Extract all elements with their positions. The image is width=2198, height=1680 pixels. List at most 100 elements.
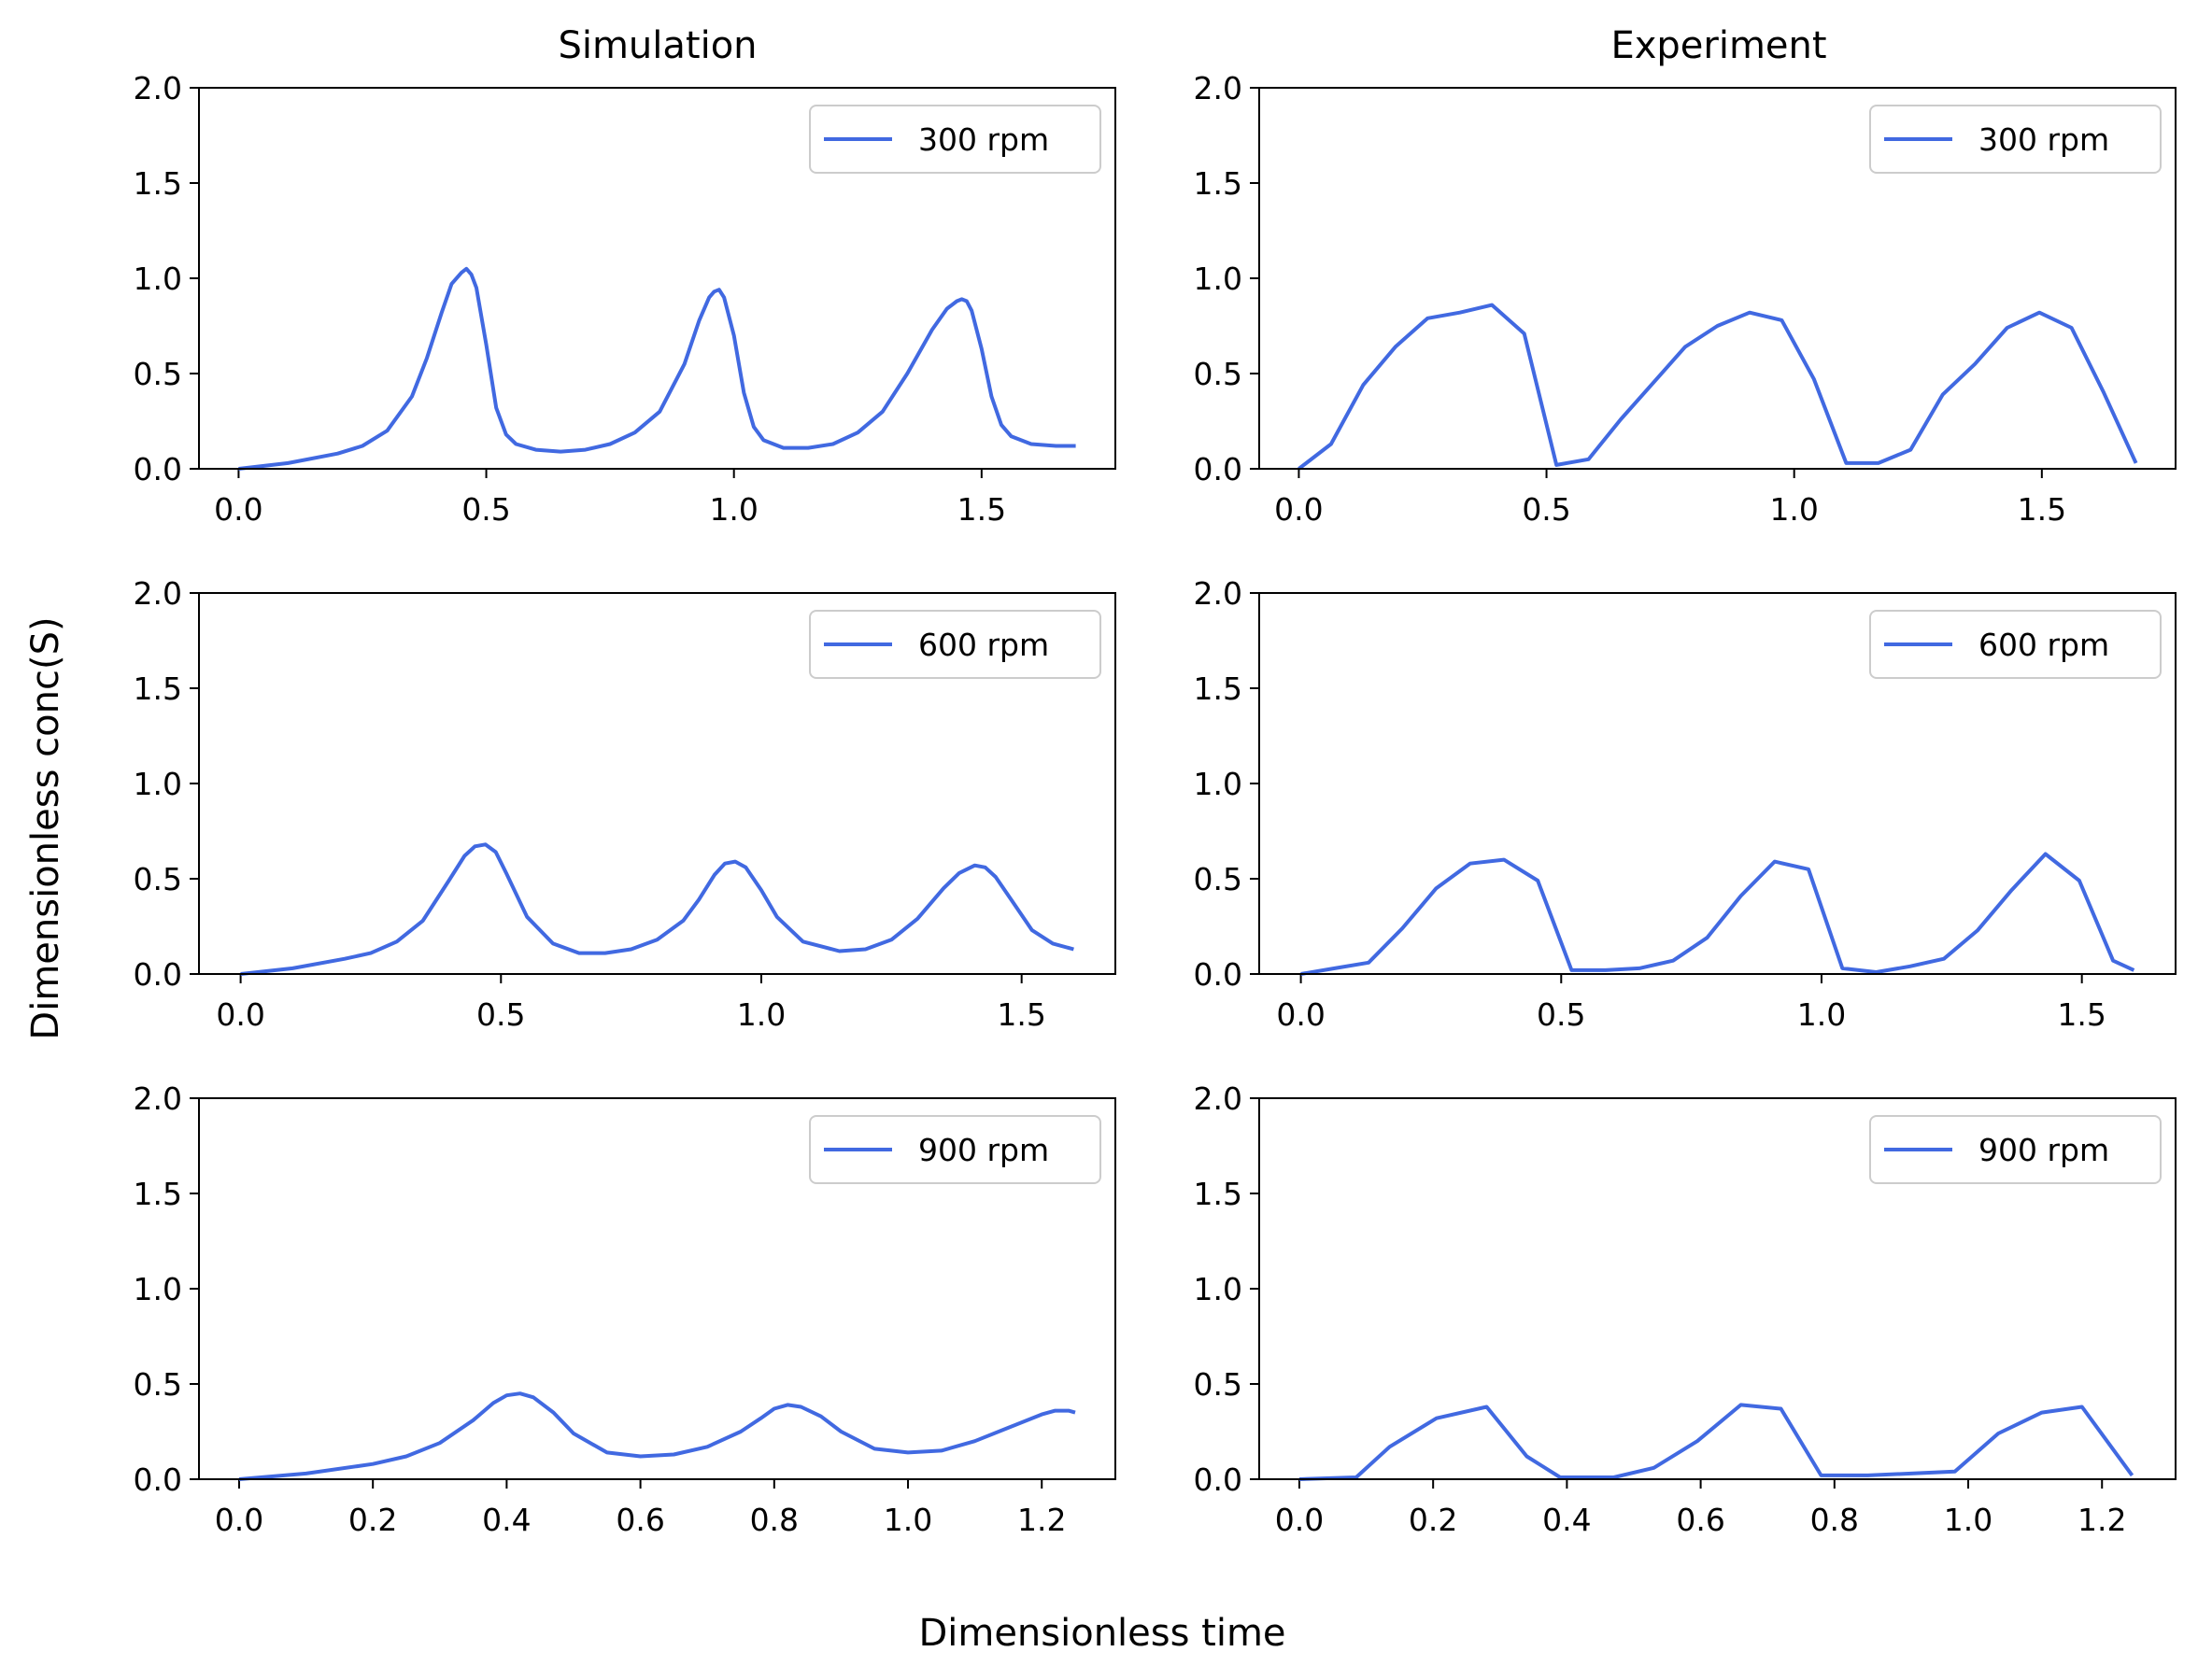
x-tick-label: 0.0 bbox=[1276, 996, 1325, 1033]
y-tick-label: 1.5 bbox=[1194, 671, 1242, 707]
panel-experiment-600: 0.0 0.5 1.0 1.5 2.0 0.0 0.5 1.0 1.5 600 rpm bbox=[1194, 575, 2177, 1033]
panel-simulation-300: 0.0 0.5 1.0 1.5 2.0 0.0 0.5 1.0 1.5 300 rpm bbox=[134, 70, 1116, 528]
series-line-300-rpm bbox=[1298, 303, 2138, 471]
x-tick-label: 1.2 bbox=[1017, 1502, 1066, 1538]
y-tick-label: 1.0 bbox=[1194, 1271, 1242, 1307]
axes-frame bbox=[1258, 592, 2177, 975]
x-tick-label: 0.0 bbox=[216, 996, 264, 1033]
y-tick-label: 1.0 bbox=[134, 261, 182, 297]
legend: 600 rpm bbox=[1869, 610, 2162, 679]
y-tick-label: 1.5 bbox=[134, 1176, 182, 1212]
y-tick-label: 0.5 bbox=[1194, 1366, 1242, 1403]
x-tick-label: 0.0 bbox=[1275, 1502, 1324, 1538]
x-tick-label: 0.4 bbox=[1542, 1502, 1591, 1538]
x-tick-label: 0.0 bbox=[1274, 491, 1323, 528]
y-tick-label: 0.0 bbox=[1194, 956, 1242, 993]
y-tick-label: 0.5 bbox=[1194, 356, 1242, 392]
legend-box bbox=[809, 1115, 1101, 1184]
series-line-900-rpm bbox=[1298, 1403, 2134, 1481]
x-tick-label: 0.0 bbox=[214, 491, 262, 528]
panel-simulation-600: 0.0 0.5 1.0 1.5 2.0 0.0 0.5 1.0 1.5 600 rpm bbox=[134, 575, 1116, 1033]
panel-experiment-900: 0.0 0.5 1.0 1.5 2.0 0.0 0.2 0.4 0.6 0.8 1.0 1.2 900 … bbox=[1194, 1080, 2177, 1538]
y-tick-label: 2.0 bbox=[134, 575, 182, 612]
x-tick-label: 1.5 bbox=[957, 491, 1006, 528]
legend-label: 600 rpm bbox=[918, 627, 1049, 663]
x-tick-label: 1.5 bbox=[997, 996, 1045, 1033]
figure-xlabel: Dimensionless time bbox=[918, 1612, 1285, 1655]
legend-box bbox=[1869, 105, 2162, 174]
legend-box bbox=[809, 105, 1101, 174]
x-tick-label: 0.5 bbox=[1522, 491, 1570, 528]
y-tick-label: 0.5 bbox=[134, 1366, 182, 1403]
legend-label: 600 rpm bbox=[1978, 627, 2109, 663]
x-tick-label: 0.8 bbox=[750, 1502, 799, 1538]
x-tick-label: 0.2 bbox=[1409, 1502, 1457, 1538]
axes-frame bbox=[1258, 87, 2177, 470]
y-tick-label: 1.5 bbox=[1194, 1176, 1242, 1212]
series-line-900-rpm bbox=[238, 1391, 1076, 1481]
legend: 300 rpm bbox=[809, 105, 1101, 174]
axes-frame bbox=[198, 87, 1116, 470]
y-tick-label: 0.0 bbox=[1194, 1461, 1242, 1498]
y-tick-label: 2.0 bbox=[134, 70, 182, 106]
x-tick-label: 1.0 bbox=[1944, 1502, 1992, 1538]
y-tick-label: 1.0 bbox=[134, 1271, 182, 1307]
y-tick-label: 0.5 bbox=[134, 356, 182, 392]
series-line-600-rpm bbox=[240, 842, 1074, 976]
y-tick-label: 1.5 bbox=[134, 671, 182, 707]
legend-box bbox=[809, 610, 1101, 679]
x-tick-label: 1.0 bbox=[1797, 996, 1846, 1033]
legend-label: 900 rpm bbox=[1978, 1132, 2109, 1168]
axes-frame bbox=[198, 592, 1116, 975]
legend-label: 300 rpm bbox=[918, 121, 1049, 158]
x-tick-label: 1.0 bbox=[884, 1502, 932, 1538]
y-tick-label: 2.0 bbox=[1194, 575, 1242, 612]
legend-box bbox=[1869, 610, 2162, 679]
y-tick-label: 2.0 bbox=[1194, 1080, 1242, 1117]
x-tick-label: 1.2 bbox=[2077, 1502, 2126, 1538]
axes-frame bbox=[198, 1097, 1116, 1480]
y-tick-label: 0.5 bbox=[1194, 861, 1242, 897]
y-tick-label: 1.0 bbox=[1194, 261, 1242, 297]
panel-experiment-300: 0.0 0.5 1.0 1.5 2.0 0.0 0.5 1.0 1.5 300 rpm bbox=[1194, 70, 2177, 528]
x-tick-label: 0.4 bbox=[482, 1502, 531, 1538]
y-tick-label: 0.0 bbox=[134, 956, 182, 993]
x-tick-label: 0.2 bbox=[348, 1502, 397, 1538]
x-tick-label: 0.8 bbox=[1810, 1502, 1859, 1538]
y-tick-label: 2.0 bbox=[134, 1080, 182, 1117]
y-tick-label: 1.0 bbox=[1194, 766, 1242, 802]
y-tick-label: 1.5 bbox=[134, 165, 182, 202]
x-tick-label: 0.5 bbox=[461, 491, 510, 528]
x-tick-label: 1.0 bbox=[709, 491, 758, 528]
y-tick-label: 0.0 bbox=[1194, 451, 1242, 487]
x-tick-label: 0.5 bbox=[476, 996, 525, 1033]
x-tick-label: 0.6 bbox=[1676, 1502, 1724, 1538]
legend: 600 rpm bbox=[809, 610, 1101, 679]
x-tick-label: 0.0 bbox=[215, 1502, 263, 1538]
y-tick-label: 0.0 bbox=[134, 1461, 182, 1498]
column-title-simulation: Simulation bbox=[558, 24, 757, 67]
x-tick-label: 1.5 bbox=[2018, 491, 2066, 528]
panel-simulation-900: 0.0 0.5 1.0 1.5 2.0 0.0 0.2 0.4 0.6 0.8 1.0 1.2 900 … bbox=[134, 1080, 1116, 1538]
legend-label: 300 rpm bbox=[1978, 121, 2109, 158]
y-tick-label: 1.5 bbox=[1194, 165, 1242, 202]
figure-ylabel: Dimensionless conc(S) bbox=[24, 616, 67, 1039]
y-tick-label: 1.0 bbox=[134, 766, 182, 802]
y-tick-label: 2.0 bbox=[1194, 70, 1242, 106]
legend: 900 rpm bbox=[809, 1115, 1101, 1184]
x-tick-label: 0.5 bbox=[1537, 996, 1585, 1033]
legend-label: 900 rpm bbox=[918, 1132, 1049, 1168]
legend-box bbox=[1869, 1115, 2162, 1184]
column-title-experiment: Experiment bbox=[1610, 24, 1826, 67]
x-tick-label: 1.0 bbox=[1769, 491, 1818, 528]
panels: 0.0 0.5 1.0 1.5 2.0 0.0 0.5 1.0 1.5 300 rpm 0.0 0.5… bbox=[134, 70, 2177, 1538]
axes-frame bbox=[1258, 1097, 2177, 1480]
legend: 900 rpm bbox=[1869, 1115, 2162, 1184]
legend: 300 rpm bbox=[1869, 105, 2162, 174]
series-line-600-rpm bbox=[1300, 852, 2135, 976]
x-tick-label: 0.6 bbox=[616, 1502, 664, 1538]
x-tick-label: 1.5 bbox=[2057, 996, 2106, 1033]
x-tick-label: 1.0 bbox=[737, 996, 786, 1033]
series-line-300-rpm bbox=[238, 266, 1076, 471]
